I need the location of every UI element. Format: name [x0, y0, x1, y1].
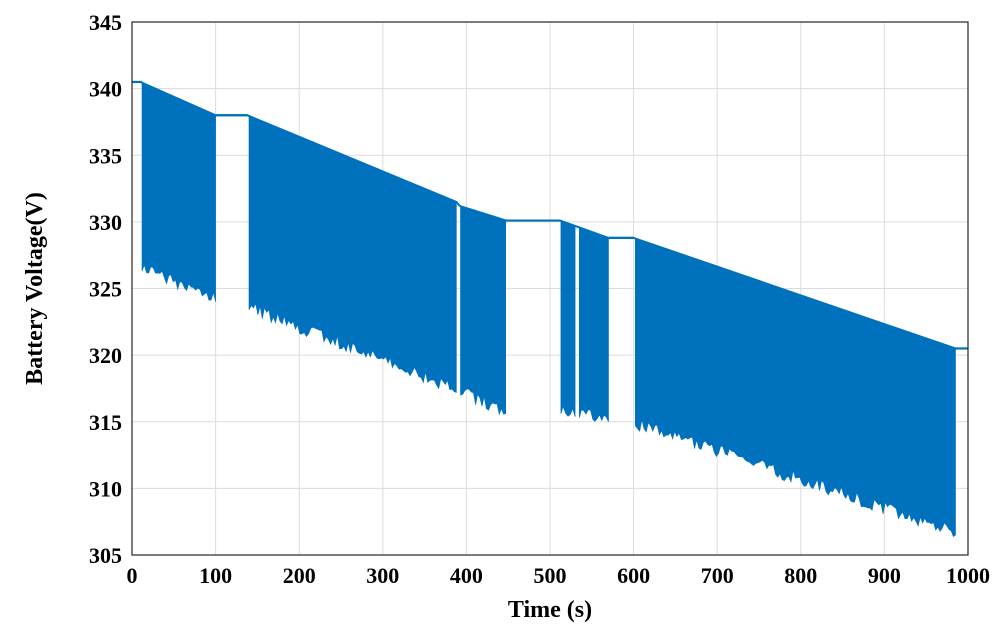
x-tick-label: 1000 [946, 563, 990, 588]
voltage-ripple-band [141, 82, 216, 302]
voltage-upper-line [132, 81, 968, 350]
y-tick-label: 340 [89, 77, 122, 102]
x-tick-label: 500 [534, 563, 567, 588]
y-axis: 305 310 315 320 325 330 335 340 345 [89, 10, 122, 568]
y-tick-label: 320 [89, 343, 122, 368]
x-axis: 0 100 200 300 400 500 600 700 800 900 1000 [127, 563, 991, 588]
x-tick-label: 400 [450, 563, 483, 588]
x-tick-label: 800 [784, 563, 817, 588]
x-tick-label: 0 [127, 563, 138, 588]
voltage-ripple-band [635, 237, 956, 537]
y-tick-label: 315 [89, 410, 122, 435]
x-tick-label: 100 [199, 563, 232, 588]
y-tick-label: 310 [89, 476, 122, 501]
voltage-ripple-band [560, 220, 576, 417]
x-axis-label: Time (s) [508, 597, 592, 623]
x-tick-label: 900 [868, 563, 901, 588]
x-tick-label: 300 [366, 563, 399, 588]
voltage-ripple-band [248, 115, 457, 393]
x-tick-label: 200 [283, 563, 316, 588]
plot-area [132, 80, 968, 537]
voltage-ripple-band [579, 226, 609, 422]
y-axis-label: Battery Voltage(V) [22, 192, 48, 385]
axes-frame [131, 21, 969, 556]
x-tick-label: 700 [701, 563, 734, 588]
y-tick-label: 305 [89, 543, 122, 568]
y-tick-label: 335 [89, 143, 122, 168]
x-tick-label: 600 [617, 563, 650, 588]
y-tick-label: 325 [89, 277, 122, 302]
y-tick-label: 330 [89, 210, 122, 235]
voltage-ripple-band [460, 205, 506, 416]
y-tick-label: 345 [89, 10, 122, 35]
